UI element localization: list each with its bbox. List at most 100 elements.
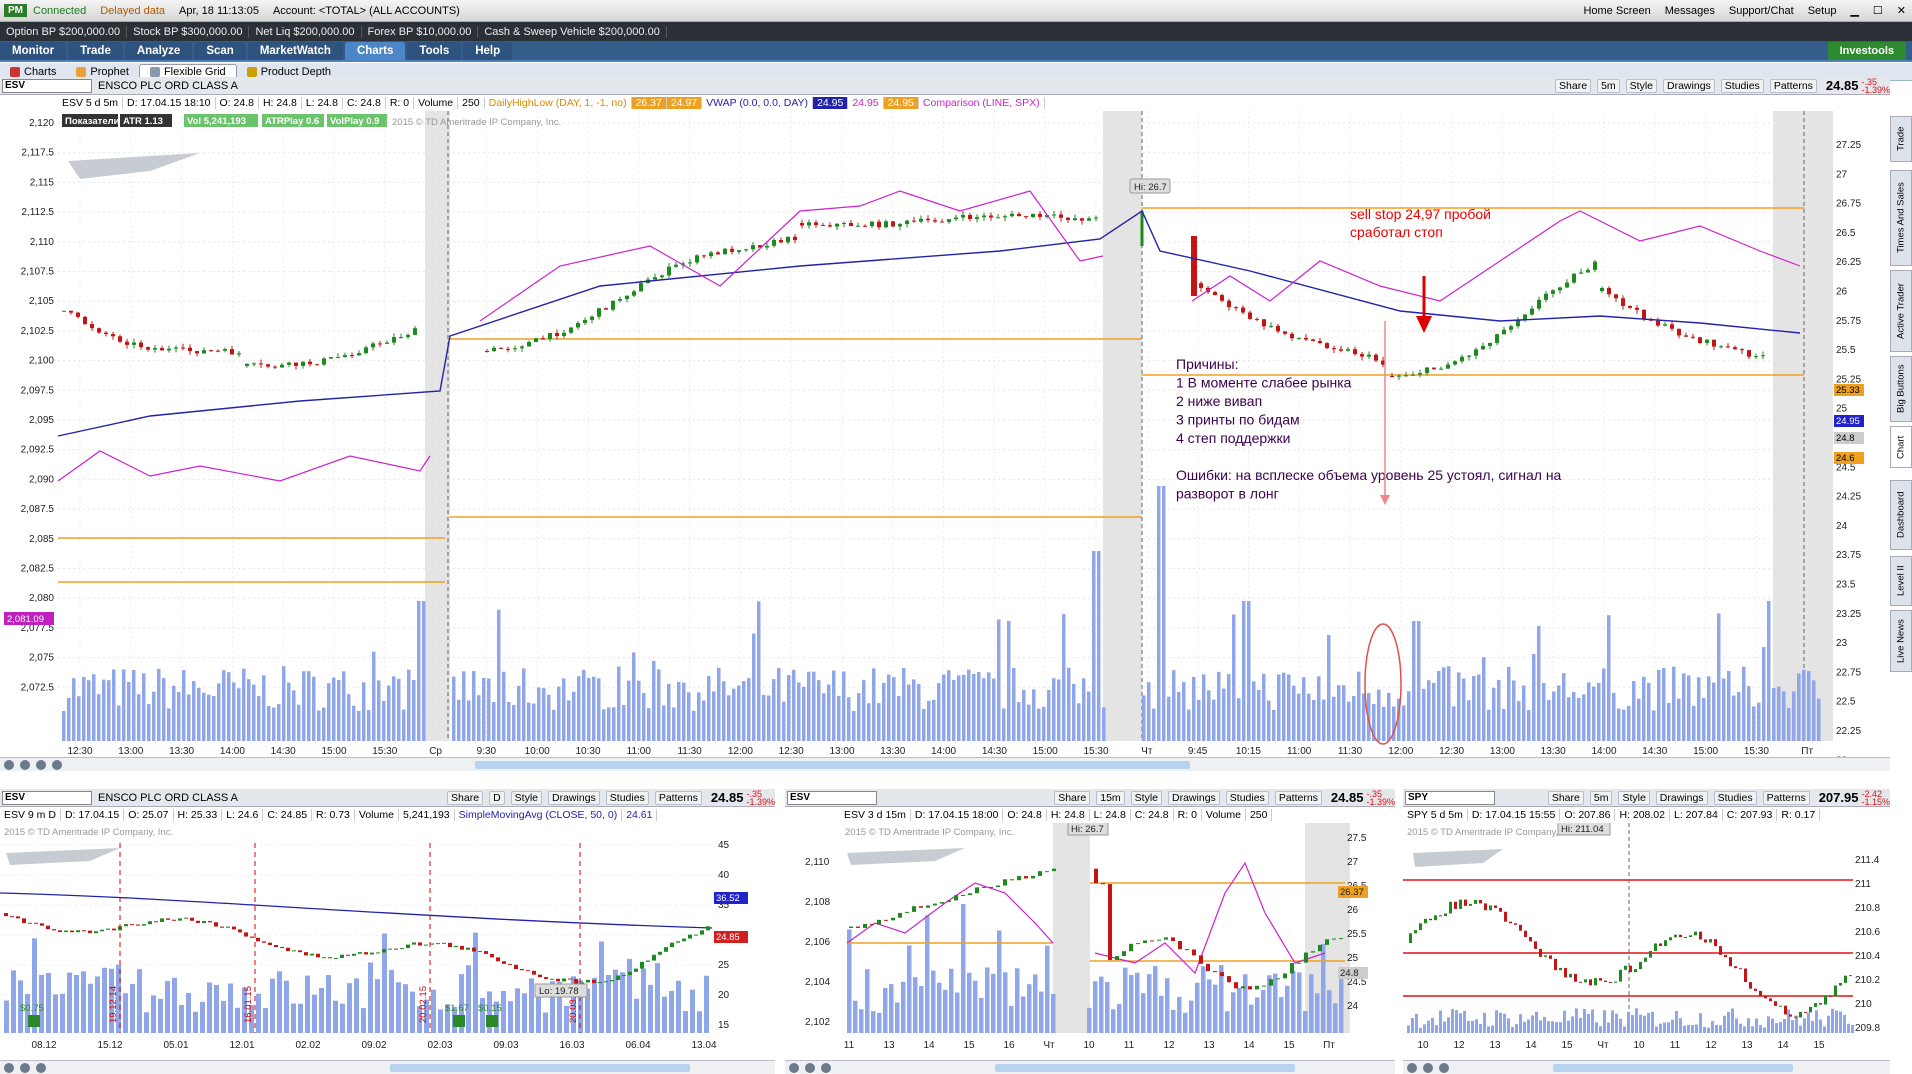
tab-monitor[interactable]: Monitor bbox=[0, 41, 67, 60]
style-button[interactable]: Style bbox=[1625, 78, 1658, 93]
drawings-button[interactable]: Drawings bbox=[1663, 78, 1715, 93]
p2-zoom-out-icon[interactable] bbox=[805, 1063, 815, 1073]
volume-bar bbox=[527, 702, 531, 741]
righttab-trade[interactable]: Trade bbox=[1890, 116, 1912, 162]
p2-drawings-button[interactable]: Drawings bbox=[1168, 790, 1220, 805]
main-chart-svg[interactable]: 2,120 2,117.5 2,115 2,112.5 2,110 2,107.5 2,10… bbox=[0, 111, 1890, 766]
p3-period-button[interactable]: 5m bbox=[1589, 790, 1613, 805]
righttab-chart[interactable]: Chart bbox=[1890, 426, 1912, 468]
subtab-charts[interactable]: Charts bbox=[0, 65, 66, 79]
p2-studies-button[interactable]: Studies bbox=[1225, 790, 1269, 805]
patterns-button[interactable]: Patterns bbox=[1769, 78, 1817, 93]
p1-copyright: 2015 © TD Ameritrade IP Company, Inc. bbox=[4, 827, 173, 838]
p1-candle bbox=[322, 957, 326, 959]
p2-style-button[interactable]: Style bbox=[1130, 790, 1163, 805]
symbol-input[interactable]: ESV bbox=[2, 78, 92, 93]
p2-patterns-button[interactable]: Patterns bbox=[1274, 790, 1322, 805]
p1-chart-svg[interactable]: 2015 © TD Ameritrade IP Company, Inc. 45 4… bbox=[0, 823, 775, 1060]
p3-drawings-button[interactable]: Drawings bbox=[1655, 790, 1708, 805]
volume-bar bbox=[1247, 601, 1251, 741]
p2-candle bbox=[849, 926, 853, 928]
p3-scrollbar[interactable] bbox=[1553, 1064, 1793, 1072]
p1-symbol-input[interactable]: ESV bbox=[2, 790, 92, 805]
tab-analyze[interactable]: Analyze bbox=[124, 41, 193, 60]
p2-chart[interactable]: 2015 © TD Ameritrade IP Company, Inc. 2,1… bbox=[785, 820, 1395, 1060]
p3-zoom-fit-icon[interactable] bbox=[1439, 1063, 1449, 1073]
righttab-live-news[interactable]: Live News bbox=[1890, 610, 1912, 672]
righttab-dashboard[interactable]: Dashboard bbox=[1890, 480, 1912, 550]
minimize-icon[interactable]: ▁ bbox=[1850, 5, 1859, 17]
p3-patterns-button[interactable]: Patterns bbox=[1762, 790, 1810, 805]
tab-marketwatch[interactable]: MarketWatch bbox=[247, 41, 343, 60]
subtab-prophet[interactable]: Prophet bbox=[66, 65, 139, 79]
p2-scrollbar[interactable] bbox=[995, 1064, 1295, 1072]
p1-zoom-out-icon[interactable] bbox=[20, 1063, 30, 1073]
p3-zoom-in-icon[interactable] bbox=[1407, 1063, 1417, 1073]
p1-candle bbox=[682, 938, 686, 942]
p2-candle bbox=[940, 902, 944, 904]
volume-bar bbox=[707, 676, 711, 741]
volume-bar bbox=[487, 678, 491, 741]
pan-icon[interactable] bbox=[52, 760, 62, 770]
p1-chart[interactable]: 2015 © TD Ameritrade IP Company, Inc. 45 4… bbox=[0, 823, 775, 1060]
zoom-fit-icon[interactable] bbox=[36, 760, 46, 770]
close-icon[interactable]: ✕ bbox=[1896, 5, 1906, 17]
p1-share-button[interactable]: Share bbox=[447, 790, 484, 805]
share-button[interactable]: Share bbox=[1555, 78, 1592, 93]
tab-tools[interactable]: Tools bbox=[407, 41, 462, 60]
main-chart[interactable]: 2,120 2,117.5 2,115 2,112.5 2,110 2,107.5 2,10… bbox=[0, 111, 1890, 766]
candle bbox=[905, 220, 909, 225]
setup-button[interactable]: Setup bbox=[1807, 4, 1837, 17]
tab-charts[interactable]: Charts bbox=[344, 41, 406, 60]
x-tick-label: 9:30 bbox=[477, 746, 497, 757]
p3-symbol-input[interactable]: SPY bbox=[1405, 790, 1495, 805]
p3-share-button[interactable]: Share bbox=[1547, 790, 1584, 805]
p2-zoom-fit-icon[interactable] bbox=[821, 1063, 831, 1073]
p3-chart[interactable]: 2015 © TD Ameritrade IP Company, Inc. 211… bbox=[1403, 820, 1890, 1060]
p2-zoom-in-icon[interactable] bbox=[789, 1063, 799, 1073]
volume-bar bbox=[382, 700, 386, 741]
p2-candle bbox=[1031, 875, 1035, 879]
maximize-icon[interactable]: ☐ bbox=[1872, 5, 1883, 17]
tab-trade[interactable]: Trade bbox=[68, 41, 123, 60]
support-chat-button[interactable]: Support/Chat bbox=[1728, 4, 1794, 17]
home-screen-button[interactable]: Home Screen bbox=[1583, 4, 1651, 17]
zoom-in-icon[interactable] bbox=[4, 760, 14, 770]
righttab-big-buttons[interactable]: Big Buttons bbox=[1890, 356, 1912, 422]
tab-scan[interactable]: Scan bbox=[194, 41, 246, 60]
tab-help[interactable]: Help bbox=[463, 41, 513, 60]
p2-volume-bar bbox=[1003, 972, 1008, 1033]
p1-candle bbox=[454, 945, 458, 948]
righttab-times-and-sales[interactable]: Times And Sales bbox=[1890, 170, 1912, 266]
subtab-product-depth[interactable]: Product Depth bbox=[237, 65, 341, 79]
account-selector[interactable]: Account: <TOTAL> (ALL ACCOUNTS) bbox=[272, 4, 460, 17]
p1-patterns-button[interactable]: Patterns bbox=[654, 790, 702, 805]
studies-button[interactable]: Studies bbox=[1720, 78, 1764, 93]
righttab-active-trader[interactable]: Active Trader bbox=[1890, 270, 1912, 352]
p1-zoom-in-icon[interactable] bbox=[4, 1063, 14, 1073]
p2-period-button[interactable]: 15m bbox=[1096, 790, 1125, 805]
p3-candle bbox=[1529, 936, 1532, 942]
p2-share-button[interactable]: Share bbox=[1054, 790, 1091, 805]
p3-style-button[interactable]: Style bbox=[1618, 790, 1650, 805]
p1-style-button[interactable]: Style bbox=[510, 790, 543, 805]
annotation-stop-triggered: сработал стоп bbox=[1350, 224, 1443, 240]
p3-zoom-out-icon[interactable] bbox=[1423, 1063, 1433, 1073]
investools-button[interactable]: Investools bbox=[1827, 41, 1906, 60]
zoom-out-icon[interactable] bbox=[20, 760, 30, 770]
p2-volume-bar bbox=[1087, 1007, 1092, 1033]
p3-studies-button[interactable]: Studies bbox=[1713, 790, 1757, 805]
p2-symbol-input[interactable]: ESV bbox=[787, 790, 877, 805]
period-button[interactable]: 5m bbox=[1597, 78, 1620, 93]
messages-button[interactable]: Messages bbox=[1664, 4, 1715, 17]
righttab-level-ii[interactable]: Level II bbox=[1890, 556, 1912, 606]
p3-volume-bar bbox=[1643, 1015, 1646, 1033]
p1-studies-button[interactable]: Studies bbox=[605, 790, 649, 805]
p2-chart-svg[interactable]: 2015 © TD Ameritrade IP Company, Inc. 2,1… bbox=[785, 820, 1395, 1060]
main-scrollbar[interactable] bbox=[475, 761, 1190, 769]
p3-chart-svg[interactable]: 2015 © TD Ameritrade IP Company, Inc. 211… bbox=[1403, 820, 1890, 1060]
p1-zoom-fit-icon[interactable] bbox=[36, 1063, 46, 1073]
p1-scrollbar[interactable] bbox=[390, 1064, 690, 1072]
p1-period-button[interactable]: D bbox=[489, 790, 505, 805]
p1-drawings-button[interactable]: Drawings bbox=[548, 790, 600, 805]
